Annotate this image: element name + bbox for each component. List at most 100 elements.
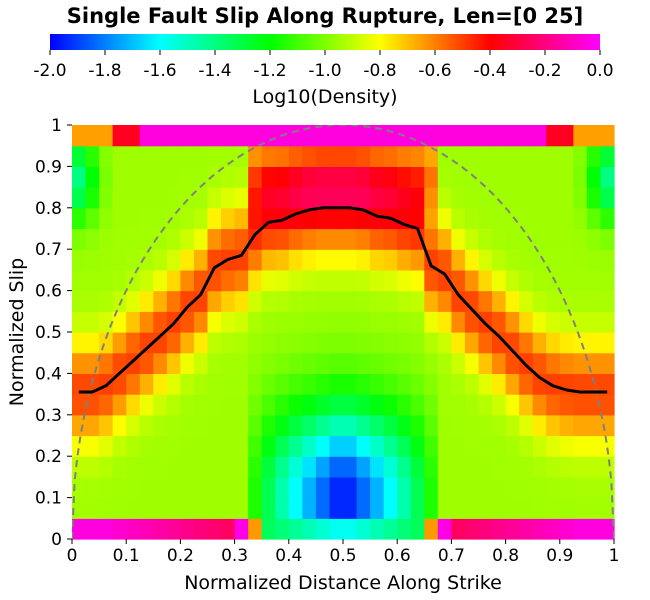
colorbar <box>50 34 600 50</box>
heatmap-cell <box>464 145 480 167</box>
heatmap-cell <box>519 249 534 271</box>
heatmap-cell <box>234 435 249 457</box>
x-tick-label: 0.3 <box>221 546 248 566</box>
heatmap-cell <box>180 187 195 209</box>
heatmap-cell <box>451 125 466 147</box>
heatmap-cell <box>275 249 290 271</box>
heatmap-cell <box>275 332 290 354</box>
heatmap <box>72 125 615 540</box>
heatmap-cell <box>546 497 561 519</box>
heatmap-cell <box>559 476 574 499</box>
heatmap-cell <box>261 497 276 519</box>
heatmap-cell <box>586 166 602 188</box>
heatmap-cell <box>546 373 561 395</box>
heatmap-cell <box>519 166 534 188</box>
heatmap-cell <box>478 228 493 250</box>
heatmap-cell <box>275 228 290 250</box>
heatmap-cell <box>492 476 507 499</box>
heatmap-cell <box>207 228 222 250</box>
heatmap-cell <box>99 476 114 499</box>
heatmap-cell <box>573 207 588 230</box>
heatmap-cell <box>464 456 480 478</box>
heatmap-cell <box>343 249 358 271</box>
heatmap-cell <box>248 394 263 416</box>
heatmap-cell <box>139 332 154 354</box>
heatmap-cell <box>261 311 276 333</box>
heatmap-cell <box>492 373 507 395</box>
heatmap-cell <box>234 352 249 374</box>
heatmap-cell <box>532 269 547 292</box>
heatmap-cell <box>546 145 561 167</box>
heatmap-cell <box>478 476 493 499</box>
x-axis-label: Normalized Distance Along Strike <box>184 572 502 594</box>
heatmap-cell <box>153 476 168 499</box>
heatmap-cell <box>437 352 452 374</box>
heatmap-cell <box>600 311 615 333</box>
heatmap-cell <box>275 187 290 209</box>
heatmap-cell <box>478 332 493 354</box>
heatmap-cell <box>288 456 303 478</box>
heatmap-cell <box>370 269 385 292</box>
heatmap-cell <box>478 145 493 167</box>
heatmap-cell <box>261 187 276 209</box>
heatmap-cell <box>139 373 154 395</box>
heatmap-cell <box>72 125 87 147</box>
heatmap-cell <box>166 414 181 437</box>
heatmap-cell <box>288 269 303 292</box>
heatmap-cell <box>207 373 222 395</box>
heatmap-cell <box>329 311 344 333</box>
heatmap-cell <box>234 414 249 437</box>
heatmap-cell <box>85 332 100 354</box>
heatmap-cell <box>343 228 358 250</box>
heatmap-cell <box>451 435 466 457</box>
heatmap-cell <box>410 332 425 354</box>
heatmap-cell <box>437 518 452 540</box>
heatmap-cell <box>559 414 574 437</box>
heatmap-cell <box>234 518 249 540</box>
heatmap-cell <box>193 394 209 416</box>
heatmap-cell <box>153 290 168 312</box>
heatmap-cell <box>383 249 398 271</box>
heatmap-cell <box>275 497 290 519</box>
heatmap-cell <box>370 145 385 167</box>
heatmap-cell <box>546 187 561 209</box>
heatmap-cell <box>329 187 344 209</box>
heatmap-cell <box>437 394 452 416</box>
heatmap-cell <box>451 414 466 437</box>
heatmap-cell <box>383 187 398 209</box>
y-tick-label: 1 <box>51 116 62 136</box>
heatmap-cell <box>573 166 588 188</box>
heatmap-cell <box>302 394 317 416</box>
heatmap-cell <box>288 352 303 374</box>
heatmap-cell <box>370 249 385 271</box>
heatmap-cell <box>139 414 154 437</box>
heatmap-cell <box>464 497 480 519</box>
heatmap-cell <box>99 394 114 416</box>
heatmap-cell <box>99 414 114 437</box>
heatmap-cell <box>505 290 520 312</box>
heatmap-cell <box>437 166 452 188</box>
heatmap-cell <box>343 352 358 374</box>
heatmap-cell <box>546 311 561 333</box>
heatmap-cell <box>505 518 520 540</box>
heatmap-cell <box>397 332 412 354</box>
heatmap-cell <box>85 207 100 230</box>
heatmap-cell <box>546 518 561 540</box>
heatmap-cell <box>600 269 615 292</box>
heatmap-cell <box>288 435 303 457</box>
heatmap-cell <box>275 476 290 499</box>
heatmap-cell <box>85 311 100 333</box>
heatmap-cell <box>112 414 127 437</box>
heatmap-cell <box>356 518 371 540</box>
heatmap-cell <box>559 269 574 292</box>
heatmap-cell <box>356 456 371 478</box>
x-tick-label: 0.6 <box>384 546 411 566</box>
heatmap-cell <box>478 497 493 519</box>
heatmap-cell <box>546 435 561 457</box>
heatmap-cell <box>85 414 100 437</box>
heatmap-cell <box>600 145 615 167</box>
heatmap-cell <box>532 352 547 374</box>
heatmap-cell <box>559 249 574 271</box>
heatmap-cell <box>478 249 493 271</box>
heatmap-cell <box>139 497 154 519</box>
